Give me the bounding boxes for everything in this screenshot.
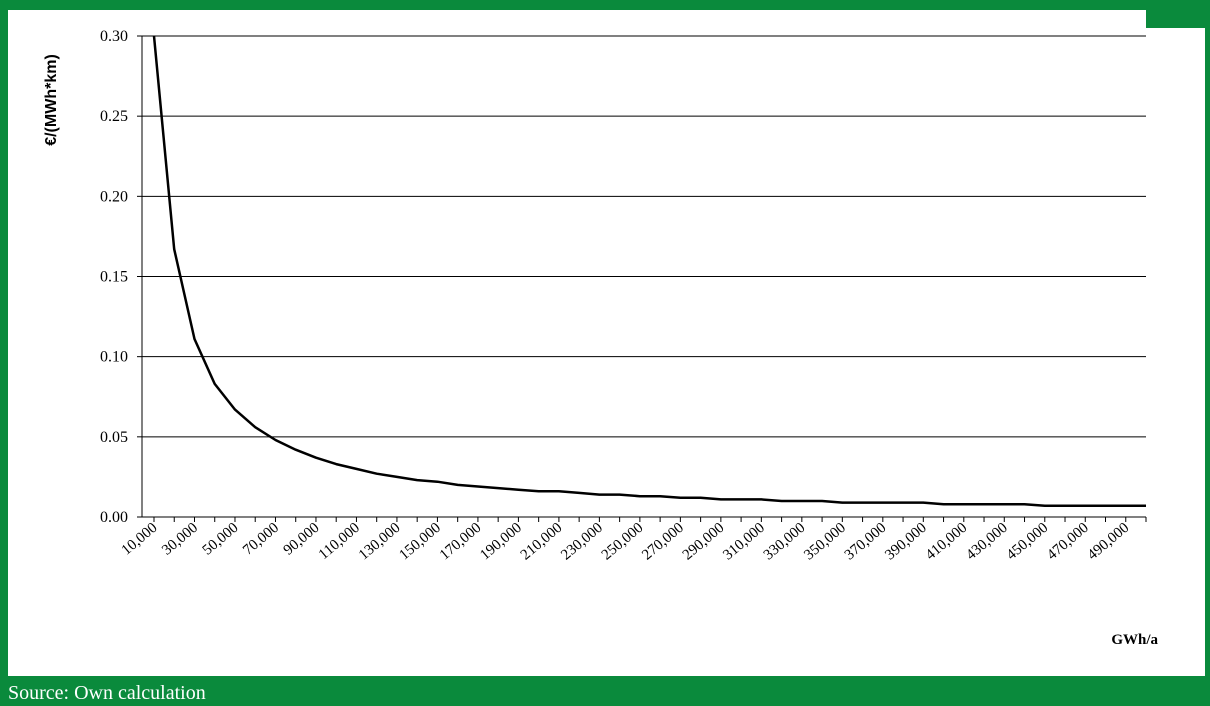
x-tick-label: 490,000 xyxy=(1085,520,1133,564)
x-tick-label: 450,000 xyxy=(1004,520,1052,564)
x-tick-label: 410,000 xyxy=(923,520,971,564)
x-tick-label: 70,000 xyxy=(240,520,282,559)
y-tick-label: 0.00 xyxy=(100,509,128,526)
x-tick-label: 170,000 xyxy=(437,520,485,564)
x-tick-label: 370,000 xyxy=(842,520,890,564)
x-tick-label: 50,000 xyxy=(200,520,242,559)
source-note: Source: Own calculation xyxy=(8,682,206,704)
y-tick-label: 0.30 xyxy=(100,28,128,45)
x-tick-label: 30,000 xyxy=(159,520,201,559)
y-tick-label: 0.10 xyxy=(100,349,128,366)
x-tick-label: 150,000 xyxy=(396,520,444,564)
x-tick-label: 190,000 xyxy=(477,520,525,564)
chart-panel xyxy=(8,10,1205,676)
x-tick-label: 210,000 xyxy=(518,520,566,564)
x-tick-label: 470,000 xyxy=(1044,520,1092,564)
y-tick-label: 0.25 xyxy=(100,108,128,125)
x-tick-label: 230,000 xyxy=(558,520,606,564)
x-tick-label: 430,000 xyxy=(963,520,1011,564)
x-tick-label: 270,000 xyxy=(639,520,687,564)
x-tick-label: 350,000 xyxy=(801,520,849,564)
x-tick-label: 250,000 xyxy=(599,520,647,564)
y-tick-label: 0.05 xyxy=(100,429,128,446)
x-tick-label: 110,000 xyxy=(316,520,363,563)
series-group xyxy=(152,35,1146,508)
x-axis-label: GWh/a xyxy=(1111,632,1158,648)
y-tick-label: 0.20 xyxy=(100,188,128,205)
x-tick-label: 290,000 xyxy=(680,520,728,564)
grid-lines xyxy=(142,35,1146,438)
x-tick-label: 330,000 xyxy=(761,520,809,564)
x-tick-label: 310,000 xyxy=(720,520,768,564)
series-line xyxy=(152,35,1146,508)
axes xyxy=(137,35,1147,522)
x-tick-labels: 10,00030,00050,00070,00090,000110,000130… xyxy=(119,520,1133,564)
y-axis-label: €/(MWh*km) xyxy=(43,54,60,146)
y-tick-labels: 0.00 0.05 0.10 0.15 0.20 0.25 0.30 xyxy=(100,28,128,526)
x-tick-label: 390,000 xyxy=(882,520,930,564)
x-tick-label: 130,000 xyxy=(356,520,404,564)
y-tick-label: 0.15 xyxy=(100,269,128,286)
